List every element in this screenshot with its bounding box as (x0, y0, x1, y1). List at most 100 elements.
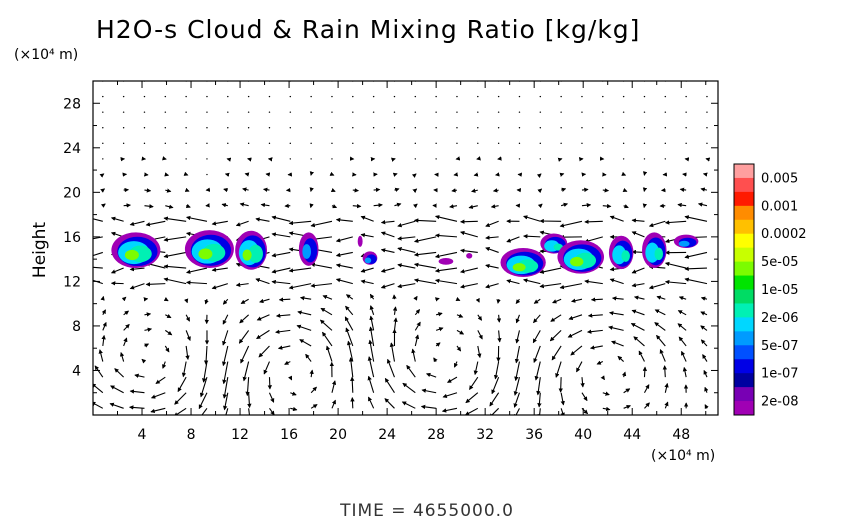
wind-dot (643, 95, 646, 98)
wind-arrow (609, 278, 624, 285)
wind-arrow (269, 407, 275, 415)
wind-dot (622, 111, 625, 113)
wind-arrow (434, 215, 458, 222)
wind-arrow (380, 231, 395, 238)
colorbar-swatch (734, 191, 754, 207)
wind-arrow (380, 283, 395, 289)
wind-arrow (451, 188, 458, 193)
y-tick-label: 16 (63, 230, 81, 246)
wind-arrow (247, 408, 252, 415)
wind-arrow (222, 298, 229, 305)
wind-arrow (568, 314, 583, 321)
wind-dot (310, 95, 312, 98)
wind-arrow (275, 329, 291, 334)
wind-arrow (211, 220, 228, 226)
wind-arrow (664, 279, 687, 285)
cloud-contour (466, 253, 473, 259)
wind-arrow (319, 319, 333, 331)
wind-arrow (93, 266, 103, 269)
wind-dot (331, 111, 333, 113)
wind-arrow (602, 203, 612, 209)
wind-dot (643, 158, 646, 160)
wind-dot (602, 127, 604, 129)
wind-arrow (460, 219, 478, 224)
wind-arrow (533, 298, 541, 304)
wind-arrow (449, 204, 458, 209)
wind-arrow (485, 247, 499, 253)
wind-dot (331, 142, 333, 145)
wind-arrow (515, 330, 521, 344)
wind-arrow (164, 329, 173, 336)
wind-dot (310, 142, 312, 145)
wind-dot (268, 111, 271, 113)
wind-arrow (186, 280, 208, 285)
wind-arrow (496, 299, 501, 304)
wind-dot (477, 111, 479, 113)
wind-arrow (242, 361, 250, 382)
wind-arrow (225, 408, 229, 415)
wind-dot (560, 95, 562, 98)
wind-arrow (345, 327, 354, 347)
wind-arrow (109, 402, 124, 409)
wind-arrow (631, 231, 645, 238)
wind-arrow (453, 361, 458, 368)
cloud-contour (570, 256, 584, 267)
wind-dot (414, 158, 417, 160)
wind-arrow (411, 348, 416, 362)
wind-arrow (397, 283, 416, 289)
wind-arrow (539, 283, 562, 289)
wind-arrow (485, 283, 499, 289)
wind-arrow (473, 361, 479, 376)
wind-dot (539, 95, 542, 98)
wind-arrow (322, 331, 333, 347)
wind-arrow (256, 314, 270, 321)
wind-arrow (453, 172, 459, 177)
wind-arrow (631, 218, 645, 223)
wind-arrow (263, 187, 270, 192)
cloud-blob (466, 253, 473, 259)
wind-dot (185, 95, 187, 98)
x-tick-label: 20 (329, 427, 347, 443)
x-tick-label: 24 (378, 427, 396, 443)
wind-dot (414, 95, 417, 98)
wind-dot (393, 127, 396, 129)
wind-arrow (623, 388, 631, 394)
wind-arrow (435, 342, 441, 347)
cloud-contour (357, 235, 363, 247)
wind-dot (643, 111, 646, 113)
wind-dot (518, 127, 521, 129)
wind-arrow (581, 202, 592, 208)
wind-arrow (700, 311, 708, 316)
wind-arrow (702, 354, 708, 362)
wind-dot (435, 111, 437, 113)
wind-arrow (310, 262, 333, 269)
wind-arrow (581, 187, 589, 193)
cloud-blob (500, 248, 546, 277)
wind-arrow (551, 345, 562, 361)
wind-arrow (497, 330, 502, 343)
wind-arrow (414, 321, 421, 331)
wind-arrow (256, 329, 270, 340)
colorbar-swatch (734, 331, 754, 346)
wind-arrow (460, 248, 478, 253)
wind-arrow (559, 283, 583, 290)
wind-arrow (473, 172, 479, 177)
wind-arrow (677, 202, 687, 208)
wind-arrow (394, 187, 400, 192)
wind-arrow (621, 371, 627, 378)
wind-dot (268, 142, 271, 145)
wind-arrow (684, 251, 708, 259)
wind-dot (164, 127, 167, 129)
wind-arrow (296, 324, 312, 331)
wind-arrow (305, 353, 312, 362)
wind-arrow (184, 298, 189, 304)
colorbar-swatch (734, 401, 754, 416)
wind-dot (581, 142, 583, 145)
wind-arrow (310, 404, 318, 409)
wind-dot (664, 95, 667, 98)
wind-arrow (185, 314, 190, 322)
wind-arrow (537, 188, 543, 194)
wind-arrow (299, 339, 312, 347)
wind-arrow (101, 334, 106, 347)
wind-arrow (114, 368, 125, 378)
